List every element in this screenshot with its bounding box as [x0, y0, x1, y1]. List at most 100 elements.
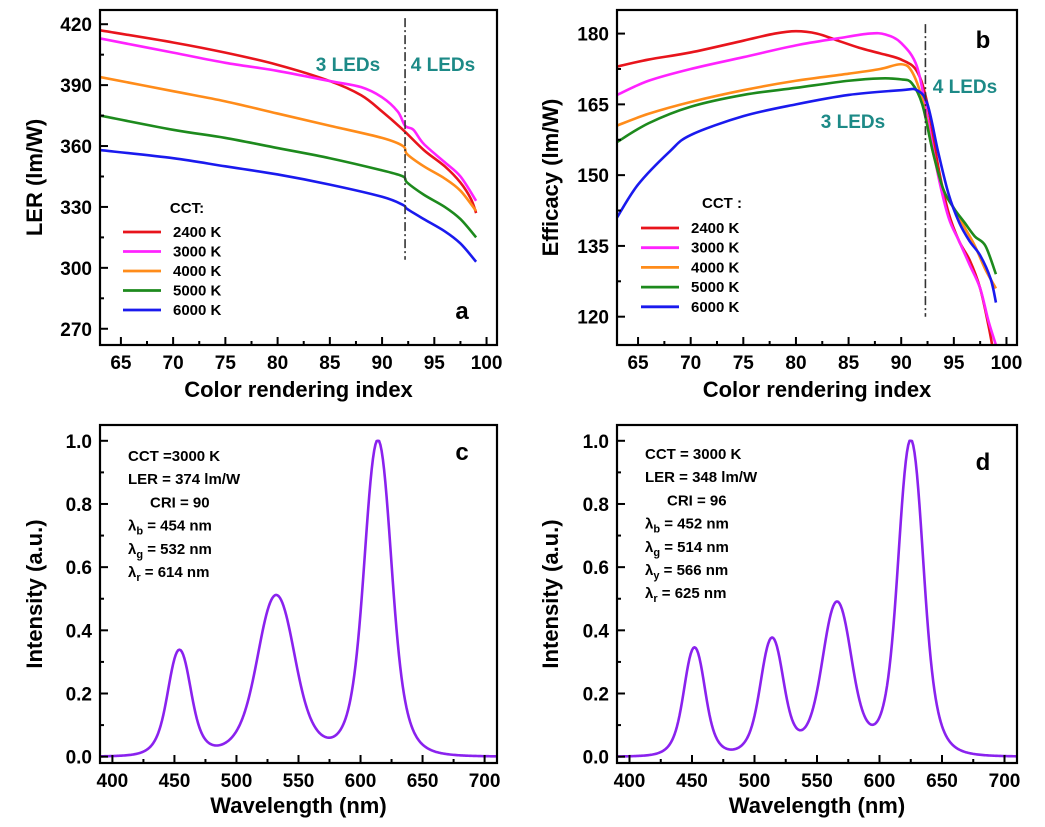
x-tick-label: 450 — [159, 771, 191, 792]
spectrum-line — [617, 439, 1017, 758]
x-tick-label: 700 — [469, 771, 501, 792]
y-axis-label: Efficacy (lm/W) — [538, 99, 563, 257]
plot-area-c — [100, 439, 497, 758]
x-tick-label: 95 — [943, 353, 965, 374]
y-tick-label: 1.0 — [583, 432, 609, 453]
y-tick-label: 0.6 — [583, 558, 609, 579]
x-tick-label: 85 — [838, 353, 860, 374]
spectrum-info-line: λy = 566 nm — [645, 562, 728, 582]
spectrum-info-line: λr = 614 nm — [128, 564, 209, 584]
x-tick-label: 400 — [97, 771, 129, 792]
x-tick-label: 70 — [163, 353, 184, 374]
x-tick-label: 600 — [345, 771, 377, 792]
legend-label: 4000 K — [173, 263, 222, 280]
y-tick-label: 0.4 — [583, 621, 610, 642]
x-tick-label: 550 — [801, 771, 833, 792]
legend-label: 6000 K — [691, 299, 740, 316]
panel-letter: a — [455, 298, 469, 325]
series-line-4000k — [100, 75, 478, 212]
x-tick-label: 75 — [215, 353, 237, 374]
y-axis-label: Intensity (a.u.) — [22, 519, 47, 668]
x-axis-label: Color rendering index — [184, 377, 413, 402]
y-tick-label: 135 — [577, 237, 609, 258]
x-tick-label: 650 — [926, 771, 958, 792]
legend-label: 2400 K — [173, 224, 222, 241]
panel-a: 65 70 75 80 85 90 95 100 270 300 330 360 390 420 Color… — [22, 8, 503, 402]
legend-label: 5000 K — [173, 283, 222, 300]
plot-area-a — [100, 29, 478, 263]
panel-letter: d — [976, 449, 991, 476]
y-tick-label: 360 — [60, 137, 92, 158]
plot-area-d — [617, 439, 1017, 758]
spectrum-info-line: CRI = 96 — [667, 492, 727, 509]
spectrum-info-line: λb = 452 nm — [645, 516, 729, 536]
legend-label: 4000 K — [691, 259, 740, 276]
x-tick-label: 80 — [785, 353, 806, 374]
x-tick-label: 95 — [424, 353, 446, 374]
panel-letter: c — [455, 439, 468, 466]
legend-label: 5000 K — [691, 279, 740, 296]
series-line-4000k — [617, 62, 998, 290]
spectrum-info-line: λr = 625 nm — [645, 585, 726, 605]
y-tick-label: 300 — [60, 259, 92, 280]
x-tick-label: 85 — [319, 353, 341, 374]
legend-title: CCT: — [170, 200, 204, 217]
y-tick-label: 0.0 — [583, 748, 609, 769]
x-tick-label: 550 — [283, 771, 315, 792]
series-line-6000k — [100, 148, 478, 263]
spectrum-info-line: LER = 374 lm/W — [128, 471, 241, 488]
series-line-3000k — [100, 37, 478, 202]
y-tick-label: 0.0 — [66, 748, 92, 769]
spectrum-info-line: LER = 348 lm/W — [645, 469, 758, 486]
led-annotation: 3 LEDs — [316, 55, 380, 76]
y-tick-label: 390 — [60, 76, 92, 97]
y-tick-label: 0.4 — [66, 621, 93, 642]
y-tick-label: 150 — [577, 166, 609, 187]
plot-area-b — [617, 29, 998, 345]
axes-frame — [98, 8, 499, 347]
series-line-6000k — [617, 87, 998, 303]
x-tick-label: 100 — [991, 353, 1023, 374]
spectrum-info-line: CRI = 90 — [150, 494, 210, 511]
legend-title: CCT : — [702, 195, 742, 212]
x-tick-label: 500 — [221, 771, 253, 792]
axes-frame — [615, 8, 1019, 347]
y-tick-label: 120 — [577, 308, 609, 329]
legend-label: 3000 K — [173, 244, 222, 261]
x-tick-label: 500 — [739, 771, 771, 792]
x-tick-label: 650 — [407, 771, 439, 792]
y-tick-label: 180 — [577, 25, 609, 46]
spectrum-info-line: CCT =3000 K — [128, 448, 220, 465]
legend-label: 6000 K — [173, 302, 222, 319]
x-tick-label: 100 — [471, 353, 503, 374]
x-tick-label: 75 — [733, 353, 755, 374]
panel-letter: b — [976, 27, 991, 54]
series-line-5000k — [100, 114, 478, 239]
y-tick-label: 0.6 — [66, 558, 92, 579]
series-line-3000k — [617, 31, 998, 345]
y-axis-label: Intensity (a.u.) — [538, 519, 563, 668]
x-axis-label: Wavelength (nm) — [729, 793, 905, 818]
led-annotation: 3 LEDs — [821, 112, 885, 133]
x-tick-label: 65 — [110, 353, 132, 374]
y-tick-label: 0.8 — [66, 495, 92, 516]
legend-label: 3000 K — [691, 240, 740, 257]
y-tick-label: 1.0 — [66, 432, 92, 453]
spectrum-line — [100, 439, 497, 758]
spectrum-info-line: λg = 514 nm — [645, 539, 729, 559]
x-tick-label: 600 — [864, 771, 896, 792]
led-annotation: 4 LEDs — [933, 77, 997, 98]
x-tick-label: 90 — [372, 353, 393, 374]
y-tick-label: 0.2 — [66, 685, 92, 706]
y-tick-label: 0.2 — [583, 685, 609, 706]
series-line-2400k — [100, 29, 478, 214]
y-tick-label: 330 — [60, 198, 92, 219]
y-tick-label: 420 — [60, 15, 92, 36]
x-axis-label: Wavelength (nm) — [210, 793, 386, 818]
y-tick-label: 165 — [577, 95, 609, 116]
x-tick-label: 700 — [989, 771, 1021, 792]
x-tick-label: 400 — [614, 771, 646, 792]
panel-c: 400 450 500 550 600 650 700 0.0 0.2 0.4 0.6 0.8 1.0 W… — [22, 423, 501, 818]
spectrum-info-line: λg = 532 nm — [128, 541, 212, 561]
